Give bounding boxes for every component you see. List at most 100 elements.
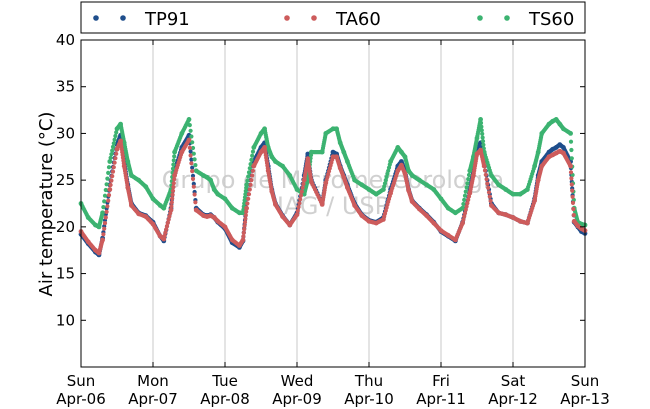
point-TA60-5 [107,187,113,192]
x-tick-date-6: Apr-12 [488,390,538,408]
point-TS60-87-3 [569,156,574,161]
point-TS60-71-2 [479,124,484,129]
point-TA60-19 [186,137,192,143]
point-TS60-54-2 [382,181,388,186]
point-TA60-39-4 [298,197,303,202]
point-TS60-67-6 [465,181,470,186]
y-axis-ticks: 10 15 20 25 30 35 40 [56,31,585,329]
point-TS60-67-1 [461,201,466,207]
x-tick-day-3: Wed [281,372,314,390]
point-TS60-30-7 [250,153,255,158]
point-TA60-29-2 [241,230,246,235]
point-TA60-39 [294,212,300,218]
point-TS60-87 [568,131,573,136]
point-TA60-30-7 [250,173,255,178]
point-TS60-29-5 [242,195,248,200]
point-TA60-19-4 [190,169,195,174]
point-TA60-72-2 [483,172,488,177]
point-TA60-67-3 [462,211,468,216]
point-TA60-67-6 [465,201,470,206]
point-TA60-5-3 [110,174,115,179]
point-TA60-19-8 [193,200,198,205]
x-tick-day-0: Sun [67,372,96,390]
point-TA60-30-2 [246,196,251,201]
point-TA60-39-2 [296,204,301,210]
x-tick-day-7: Sun [571,372,600,390]
point-TS60-16-7 [171,158,176,163]
point-TS60-71-7 [481,142,486,147]
point-TA60-30-6 [249,178,254,183]
point-TA60-87-1 [568,170,574,175]
point-TA60-72-7 [487,194,492,199]
point-TA60-29 [240,237,246,243]
point-TA60-5-4 [110,169,116,174]
x-tick-date-4: Apr-10 [344,390,394,408]
point-TA60-5-5 [111,165,116,170]
point-TA60-15-7 [167,214,172,219]
legend-label-TS60: TS60 [528,9,574,30]
point-TA60-16-4 [170,192,175,197]
point-TA60-15-2 [163,230,168,235]
x-tick-date-2: Apr-08 [200,390,250,408]
legend-marker-TA60-b [311,15,317,21]
data-points [78,117,588,258]
point-TS60-5-2 [109,152,114,157]
point-TA60-87-4 [570,188,575,193]
point-TA60-39-7 [300,185,305,190]
legend-marker-TP91-a [93,15,99,21]
point-TS60-19-8 [193,163,198,168]
point-TA60-5-2 [109,178,114,183]
point-TA60-30-3 [246,192,252,197]
point-TS60-29-7 [243,188,248,194]
point-TS60-30-6 [249,157,254,162]
point-TA60-15-6 [166,217,171,222]
point-TA60-4-5 [104,209,109,214]
point-TA60-72-4 [485,181,490,186]
point-TA60-15-3 [164,227,169,232]
point-TS60-5-4 [110,144,116,149]
legend-marker-TA60-a [284,15,290,21]
point-TA60-39-1 [295,208,300,213]
point-TS60-29-3 [242,201,247,206]
x-axis-ticks: SunApr-06MonApr-07TueApr-08WedApr-09ThuA… [56,40,610,408]
point-TS60-16-8 [172,154,177,159]
legend-label-TP91: TP91 [144,9,190,30]
point-TS60-30-4 [247,166,252,171]
point-TA60-19-2 [188,153,193,158]
point-TS60-5-5 [111,141,116,146]
y-tick-label-15: 15 [56,265,75,283]
point-TS60-5-1 [108,155,113,160]
point-TS60-87-2 [569,147,574,153]
point-TS60-19-1 [187,123,192,128]
point-TA60-5-8 [114,151,119,156]
point-TA60-16-2 [169,200,174,205]
point-TS60-30-1 [245,178,250,183]
point-TP91-19-4 [190,165,195,170]
point-TA60-15-1 [162,233,167,238]
point-TS60-19-7 [192,157,197,162]
point-TS60-71-6 [480,139,486,144]
x-tick-date-7: Apr-13 [560,390,610,408]
x-tick-date-3: Apr-09 [272,390,322,408]
point-TA60-87-7 [571,206,576,212]
point-TA60-16-1 [169,204,174,209]
legend-marker-TS60-a [477,15,483,21]
point-TS60-29-6 [243,192,248,197]
point-TS60-19-6 [191,151,196,156]
y-axis-label: Air temperature (°C) [36,112,57,297]
point-TA60-72-8 [488,198,493,204]
point-TS60-71-4 [480,131,485,136]
point-TA60-39-8 [301,181,306,187]
point-TS60-30 [244,182,250,188]
point-TA60-72-5 [486,185,491,190]
point-TA60-5-7 [113,156,118,161]
point-TA60-15-4 [164,224,170,229]
point-TS60-4-8 [106,165,112,170]
point-TS60-67-3 [462,193,468,198]
point-TS60-19-4 [190,140,195,145]
point-TS60-4-4 [103,187,108,193]
point-TP91-19-3 [189,157,194,162]
legend-label-TA60: TA60 [335,9,381,30]
point-TS60-4-6 [105,176,110,181]
point-TA60-67-4 [463,207,468,212]
